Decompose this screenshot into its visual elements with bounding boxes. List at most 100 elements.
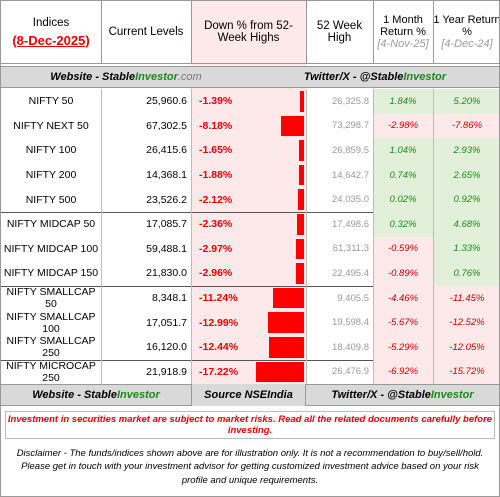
index-name: NIFTY SMALLCAP 100: [6, 310, 96, 335]
banner-bg: [1, 66, 499, 88]
text: [4-Nov-25]: [377, 38, 429, 50]
header-high: 52 Week High: [316, 20, 363, 44]
index-name: NIFTY SMALLCAP 250: [6, 335, 96, 360]
m1-bar: [373, 236, 433, 262]
m1-bar: [373, 138, 433, 163]
footer-twitter: Twitter/X - @Stable Investor: [306, 384, 499, 406]
high-52wk: 19,598.4: [332, 317, 369, 329]
index-name: NIFTY 100: [25, 144, 77, 157]
m1-bar: [373, 359, 433, 385]
m1-bar: [373, 162, 433, 188]
y1-return: -12.05%: [449, 341, 485, 353]
m1-bar: [373, 335, 433, 360]
current-level: 8,348.1: [151, 292, 187, 305]
down-pct: -11.24%: [199, 292, 238, 305]
y1-return: -11.45%: [449, 292, 485, 304]
index-name: NIFTY MIDCAP 50: [6, 218, 96, 231]
down-pct: -2.97%: [199, 242, 233, 255]
m1-return: 0.02%: [389, 194, 417, 206]
down-bar: [297, 214, 304, 235]
m1-return: 0.32%: [389, 218, 417, 230]
y1-bar: [433, 89, 499, 114]
index-name: NIFTY MICROCAP 250: [6, 359, 96, 384]
text: Investor: [403, 71, 447, 83]
header-y1: 1 Year Return % [4-Dec-24]: [433, 1, 499, 63]
col-divider: [101, 1, 102, 63]
warning: Investment in securities market are subj…: [5, 411, 495, 439]
m1-return: -0.59%: [387, 243, 419, 255]
m1-return: -6.92%: [387, 366, 419, 378]
col-divider: [433, 1, 434, 63]
current-level: 14,368.1: [146, 169, 187, 182]
col-divider: [306, 1, 307, 63]
down-pct: -17.22%: [199, 365, 239, 378]
index-name: NIFTY 200: [25, 169, 77, 182]
header-indices: Indices (8-Dec-2025): [1, 1, 101, 63]
high-52wk: 61,311.3: [332, 243, 369, 255]
index-name: NIFTY MIDCAP 100: [3, 242, 99, 255]
m1-bar: [373, 212, 433, 237]
group-divider: [1, 285, 499, 287]
m1-return: -0.89%: [387, 267, 419, 279]
y1-return: 5.20%: [453, 95, 481, 107]
down-bar: [298, 189, 304, 210]
current-level: 59,488.1: [146, 242, 187, 255]
header-m1: 1 Month Return % [4-Nov-25]: [373, 1, 433, 63]
down-bar: [298, 164, 304, 186]
down-pct: -8.18%: [199, 119, 233, 132]
high-52wk: 26,476.9: [332, 366, 369, 378]
high-52wk: 9,405.5: [337, 292, 369, 304]
text: 1 Month Return %: [380, 14, 426, 38]
y1-return: -7.86%: [451, 120, 483, 132]
header-divider: [1, 63, 499, 64]
current-level: 26,415.6: [146, 144, 187, 157]
col-divider: [191, 89, 192, 385]
y1-bar: [433, 261, 499, 286]
m1-return: 0.74%: [389, 169, 417, 181]
index-name: NIFTY 50: [28, 95, 74, 108]
m1-return: -5.67%: [387, 317, 419, 329]
y1-bar: [433, 138, 499, 163]
current-level: 17,085.7: [146, 218, 187, 231]
y1-bar: [433, 187, 499, 212]
col-divider: [101, 89, 102, 385]
m1-bar: [373, 261, 433, 286]
col-divider: [306, 89, 307, 385]
down-bar: [272, 287, 304, 309]
y1-return: 1.33%: [453, 243, 481, 255]
down-bar: [255, 361, 304, 383]
m1-return: -2.98%: [387, 120, 419, 132]
col-divider: [373, 89, 374, 385]
group-divider: [1, 359, 499, 361]
down-pct: -2.12%: [199, 193, 233, 206]
footer-source: Source NSEIndia: [191, 384, 306, 406]
text: .com: [177, 71, 202, 83]
col-divider: [433, 89, 434, 385]
col-divider: [373, 1, 374, 63]
y1-bar: [433, 285, 499, 311]
m1-bar: [373, 113, 433, 139]
text: (8-Dec-2025): [12, 32, 90, 48]
banner-website: Website - Stable Investor .com: [1, 66, 251, 88]
y1-bar: [433, 162, 499, 188]
current-level: 23,526.2: [146, 193, 187, 206]
current-level: 21,830.0: [146, 267, 187, 280]
y1-bar: [433, 359, 499, 385]
current-level: 25,960.6: [146, 95, 187, 108]
m1-bar: [373, 89, 433, 114]
high-52wk: 22,495.4: [332, 267, 369, 279]
y1-return: 0.76%: [453, 267, 481, 279]
header-down: Down % from 52-Week Highs: [204, 20, 293, 44]
text: Investor: [135, 71, 178, 83]
y1-bar: [433, 310, 499, 335]
current-level: 17,051.7: [146, 316, 187, 329]
text: Indices: [32, 16, 70, 29]
high-52wk: 24,035.0: [332, 194, 369, 206]
down-bar: [300, 91, 304, 112]
y1-return: 2.93%: [453, 144, 481, 156]
text: Investor: [116, 389, 160, 401]
text: Twitter/X - @Stable: [303, 71, 404, 83]
high-52wk: 18,409.8: [332, 341, 369, 353]
down-pct: -2.36%: [199, 218, 233, 231]
text: Website - Stable: [32, 389, 117, 401]
